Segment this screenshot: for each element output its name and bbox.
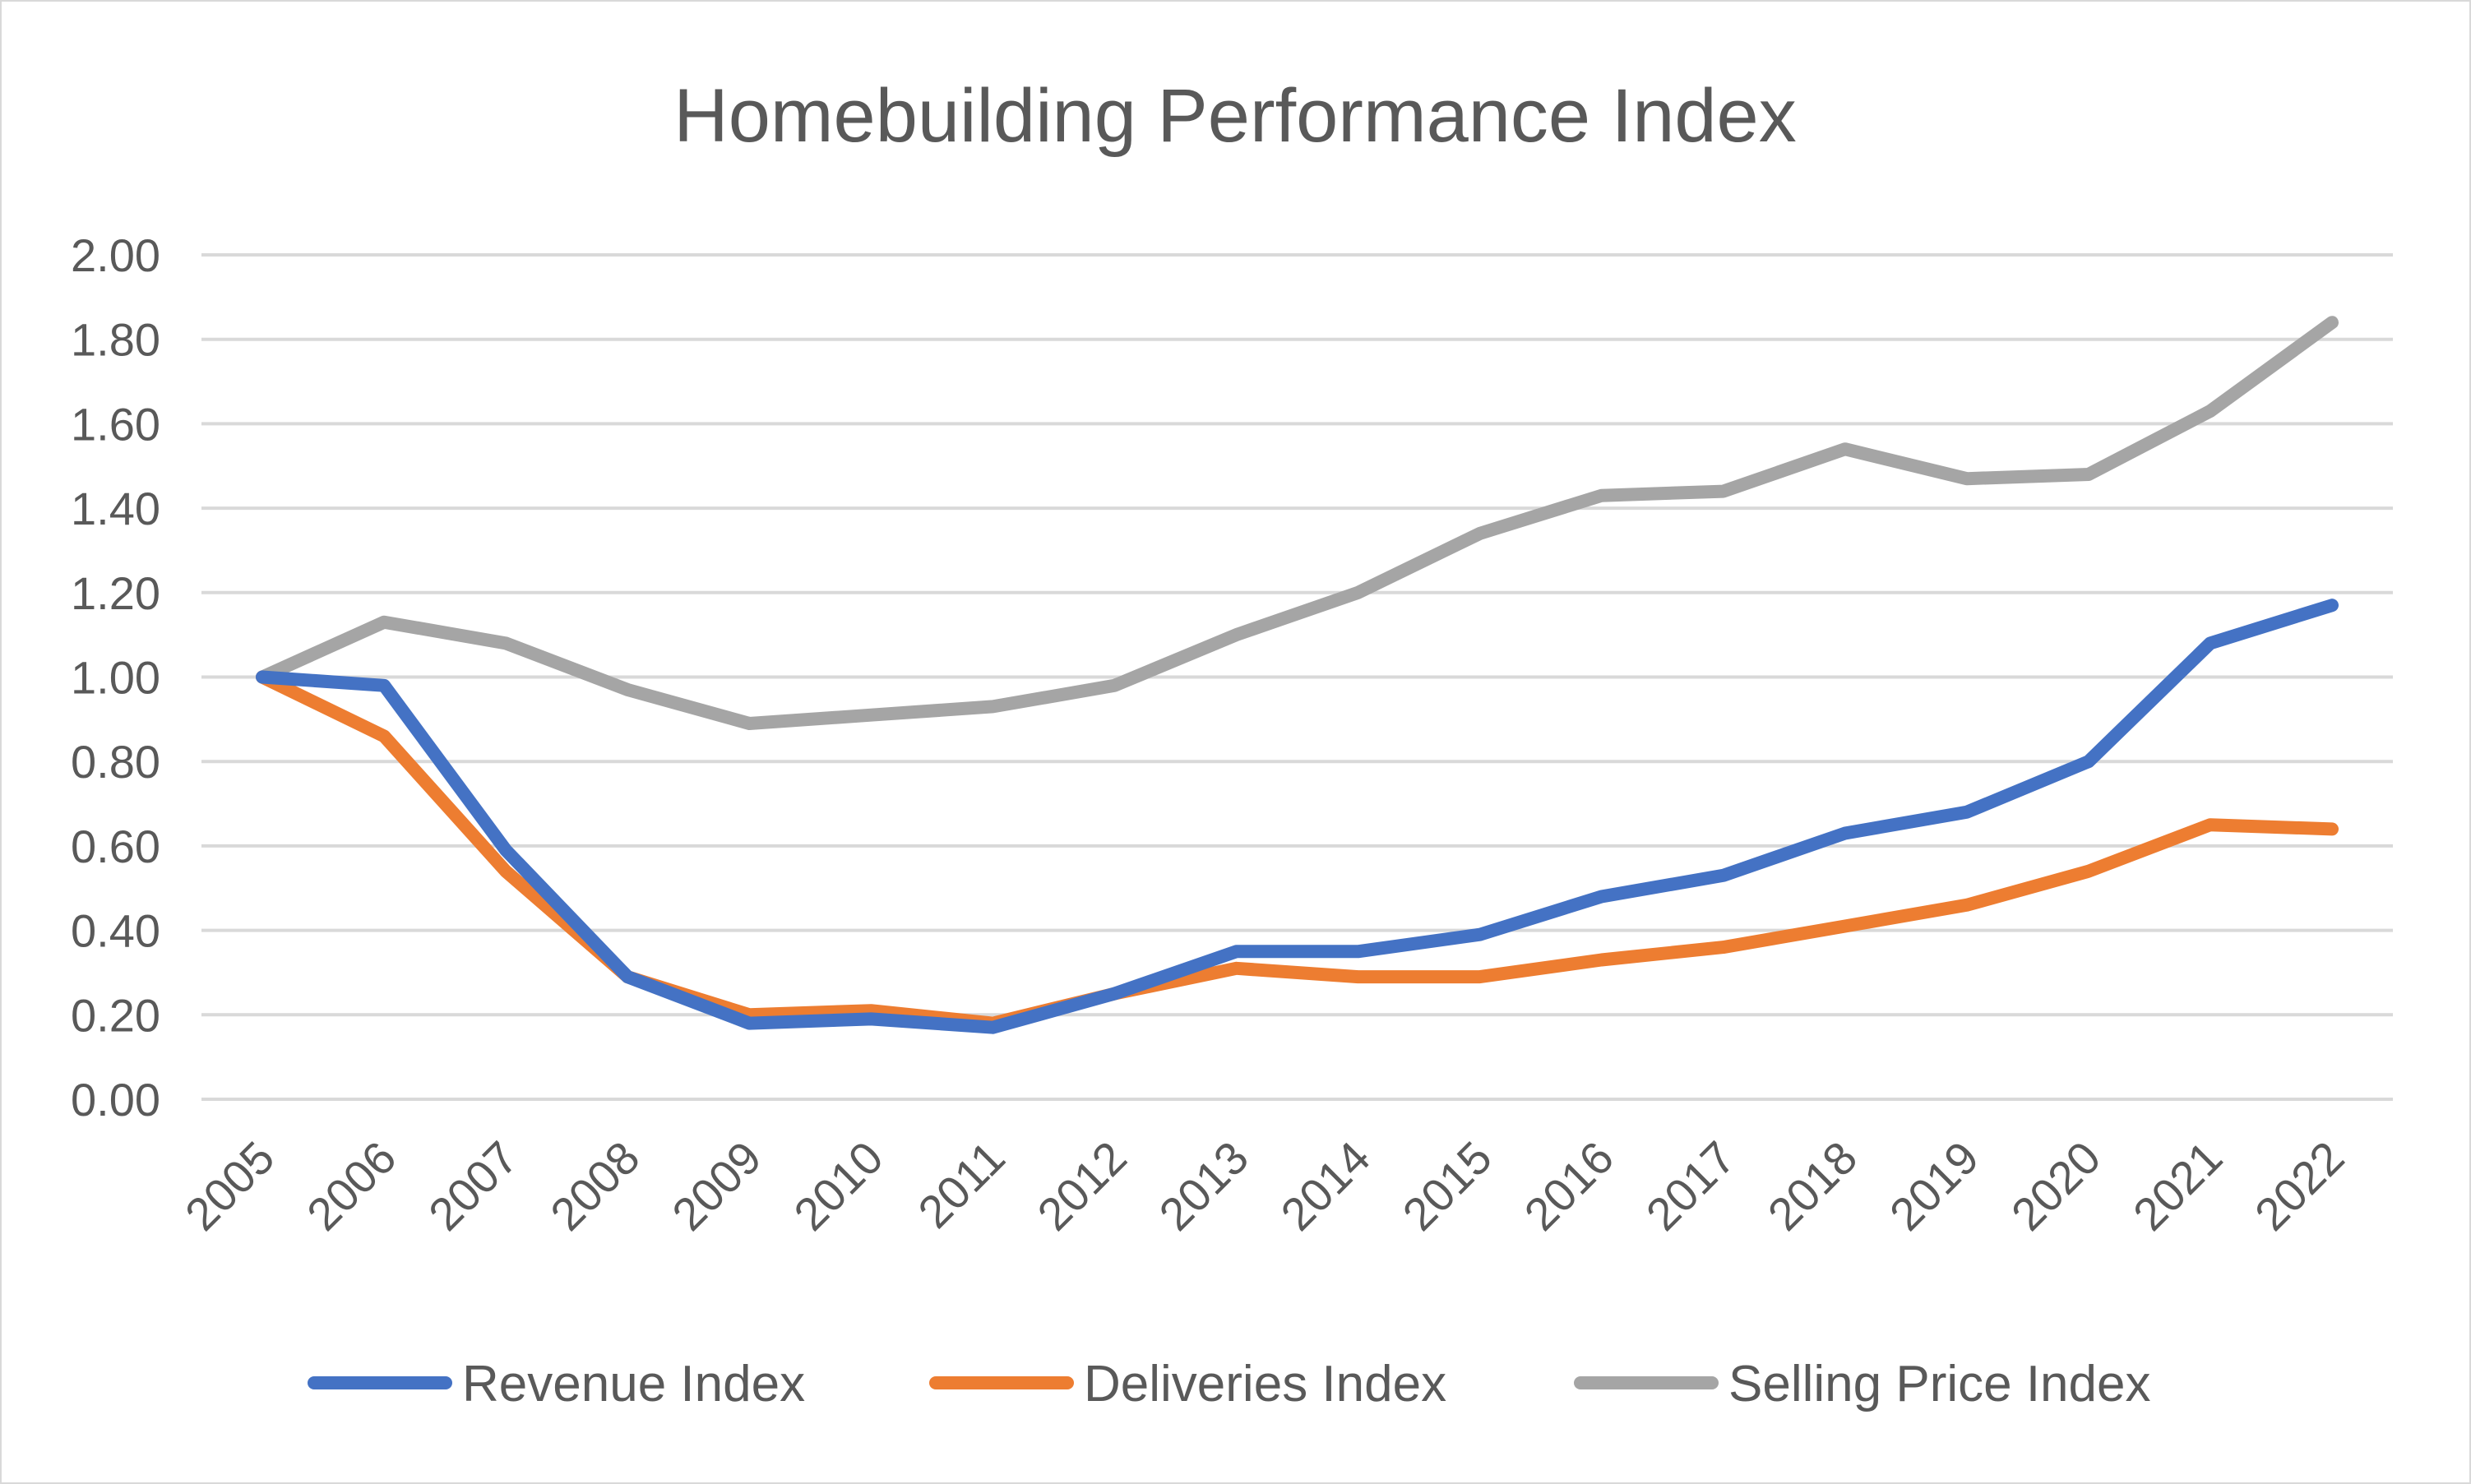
y-tick-label: 1.40 [71,483,160,534]
y-tick-label: 1.00 [71,652,160,704]
y-tick-label: 0.40 [71,905,160,957]
y-tick-label: 1.60 [71,398,160,450]
x-tick-label: 2013 [1149,1131,1258,1241]
y-tick-label: 0.60 [71,821,160,872]
legend-label: Deliveries Index [1084,1356,1446,1412]
x-tick-label: 2012 [1027,1131,1136,1241]
x-tick-label: 2010 [784,1131,893,1241]
x-tick-label: 2008 [540,1131,650,1241]
x-tick-label: 2017 [1636,1131,1746,1241]
x-tick-label: 2019 [1880,1131,1989,1241]
x-tick-label: 2014 [1270,1131,1380,1241]
x-tick-label: 2005 [175,1131,285,1241]
y-tick-label: 0.20 [71,989,160,1041]
chart-title: Homebuilding Performance Index [673,74,1796,158]
x-tick-label: 2009 [662,1131,771,1241]
series-line-revenue-index [256,599,2339,1034]
x-tick-label: 2006 [297,1131,406,1241]
legend: Revenue Index Deliveries Index Selling Pri… [308,1356,2151,1412]
legend-label: Revenue Index [462,1356,805,1412]
x-tick-label: 2007 [419,1131,528,1241]
y-axis-tick-labels: 0.00 0.20 0.40 0.60 0.80 1.00 1.20 1.40 1.60 1.80… [71,229,160,1126]
x-tick-label: 2020 [2001,1131,2111,1241]
y-tick-label: 1.20 [71,567,160,619]
series-line-selling-price-index [256,316,2339,730]
y-tick-label: 1.80 [71,314,160,366]
y-tick-label: 0.00 [71,1074,160,1126]
x-tick-label: 2016 [1514,1131,1623,1241]
legend-label: Selling Price Index [1728,1356,2151,1412]
x-tick-label: 2018 [1758,1131,1867,1241]
x-axis-tick-labels: 2005 2006 2007 2008 2009 2010 2011 2012 2013 2014… [175,1131,2354,1241]
x-tick-label: 2022 [2245,1131,2354,1241]
x-tick-label: 2021 [2123,1131,2233,1241]
y-tick-label: 0.80 [71,736,160,788]
series-lines [256,316,2339,1034]
y-tick-label: 2.00 [71,229,160,281]
series-line-deliveries-index [256,670,2339,1030]
x-tick-label: 2015 [1392,1131,1502,1241]
gridlines [201,253,2393,1101]
x-tick-label: 2011 [908,1131,1015,1238]
